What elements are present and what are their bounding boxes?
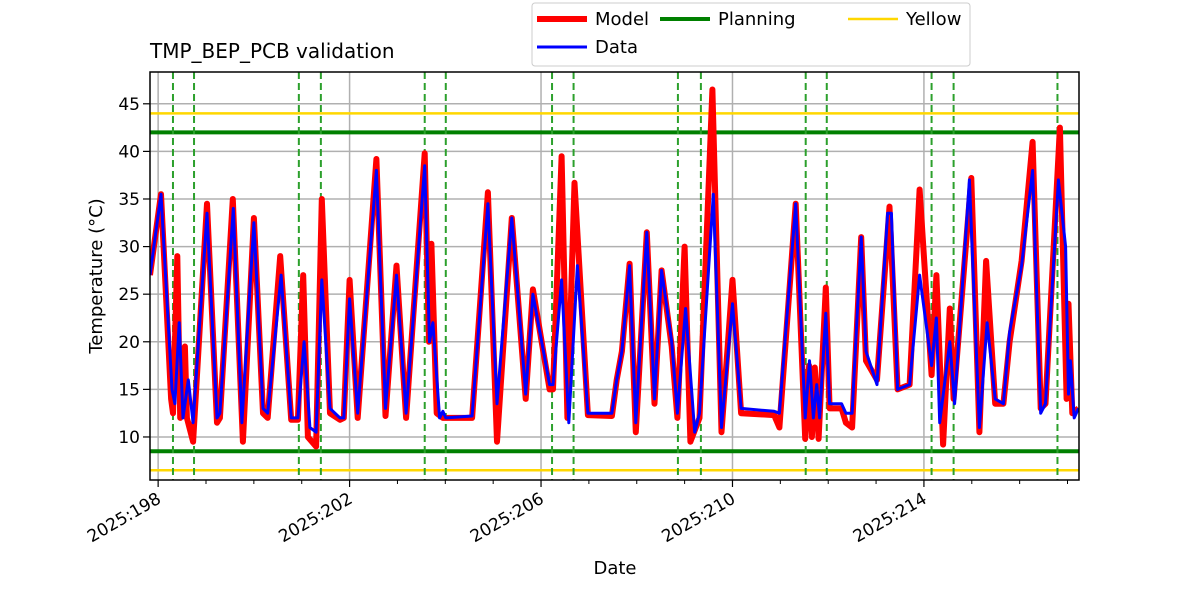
series-line-data — [150, 164, 1079, 434]
x-axis-label: Date — [593, 558, 636, 579]
y-tick-label: 20 — [118, 333, 140, 353]
legend-label-model: Model — [595, 9, 649, 30]
y-tick-label: 15 — [118, 380, 140, 400]
y-axis-label: Temperature (°C) — [86, 198, 107, 354]
y-tick-label: 10 — [118, 428, 140, 448]
x-tick-label: 2025:210 — [658, 489, 739, 547]
plot-frame — [149, 71, 1080, 481]
x-tick-label: 2025:206 — [467, 489, 548, 547]
plot-marks — [150, 72, 1079, 480]
legend-label-yellow: Yellow — [905, 9, 961, 30]
y-tick-label: 45 — [118, 95, 140, 115]
x-tick-label: 2025:202 — [276, 489, 357, 547]
legend-label-data: Data — [595, 37, 638, 58]
y-tick-label: 25 — [118, 285, 140, 305]
chart-title: TMP_BEP_PCB validation — [149, 39, 395, 63]
y-tick-label: 40 — [118, 142, 140, 162]
y-tick-label: 35 — [118, 190, 140, 210]
legend-label-planning: Planning — [718, 9, 796, 30]
y-tick-label: 30 — [118, 238, 140, 258]
legend: Model Data Planning Yellow — [531, 2, 971, 67]
x-tick-label: 2025:214 — [850, 489, 931, 547]
x-tick-label: 2025:198 — [84, 489, 165, 547]
